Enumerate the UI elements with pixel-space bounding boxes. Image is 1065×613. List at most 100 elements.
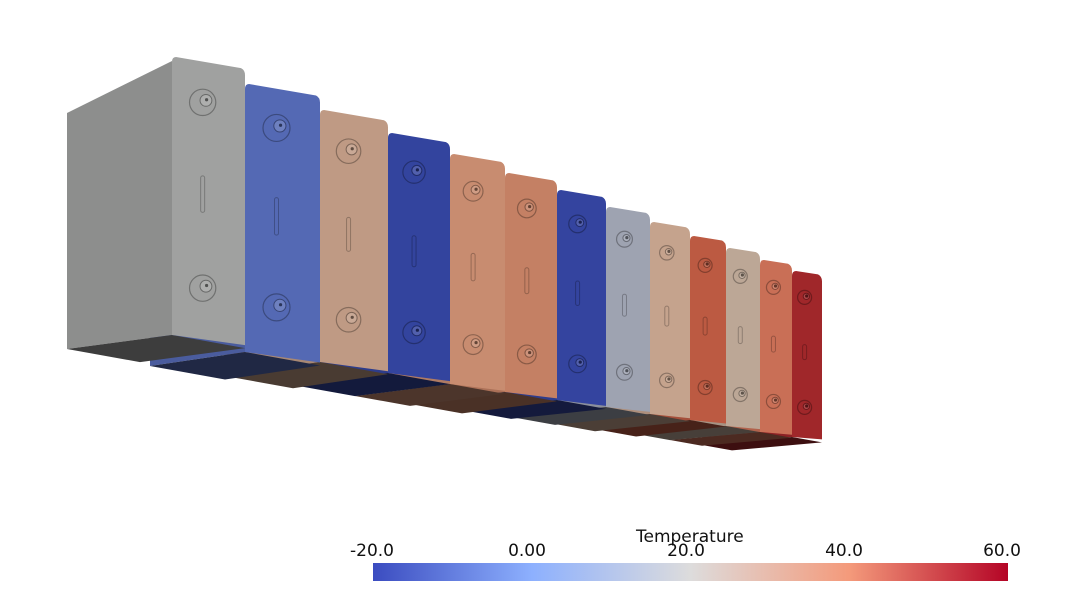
- terminal-dot: [350, 147, 354, 151]
- cell-front-face: [320, 110, 388, 372]
- terminal-icon: [796, 399, 813, 415]
- cell-bottom-face: [67, 335, 245, 363]
- cell-bottom-face: [600, 420, 726, 437]
- terminal-dot: [805, 294, 809, 298]
- colorbar-tick-label: -20.0: [350, 541, 394, 561]
- cell-bottom-face: [555, 414, 690, 432]
- vent-slot: [274, 197, 279, 236]
- cell-front-face: [726, 248, 760, 430]
- terminal-dot: [205, 283, 209, 288]
- cell-front-face: [388, 133, 450, 382]
- cell-bottom-face: [225, 362, 388, 389]
- cell-front-face: [760, 260, 792, 435]
- vent-slot: [200, 175, 206, 213]
- cell-front-face: [505, 173, 557, 399]
- terminal-icon: [335, 306, 362, 333]
- colorbar-tick-label: 20.0: [667, 541, 705, 561]
- colorbar-title: Temperature: [636, 527, 744, 547]
- terminal-icon: [516, 344, 537, 365]
- terminal-icon: [658, 245, 675, 261]
- cell-bottom-face: [355, 384, 505, 406]
- cell-bottom-face: [410, 392, 557, 414]
- vent-slot: [702, 316, 708, 336]
- terminal-dot: [773, 398, 778, 402]
- terminal-icon: [462, 334, 484, 356]
- terminal-dot: [474, 187, 478, 191]
- terminal-icon: [262, 293, 291, 322]
- terminal-icon: [658, 372, 675, 389]
- cell-bottom-face: [462, 400, 606, 419]
- terminal-dot: [415, 168, 419, 172]
- terminal-dot: [474, 341, 478, 345]
- cell-front-face: [650, 222, 690, 419]
- terminal-icon: [462, 180, 484, 202]
- vent-slot: [575, 280, 581, 306]
- terminal-dot: [278, 123, 283, 127]
- terminal-icon: [188, 274, 217, 302]
- terminal-dot: [528, 204, 532, 209]
- colorbar-tick-label: 0.00: [508, 541, 546, 561]
- cell-front-face: [450, 154, 505, 391]
- terminal-dot: [705, 384, 709, 388]
- terminal-dot: [350, 315, 354, 319]
- terminal-icon: [402, 160, 426, 184]
- terminal-dot: [205, 98, 209, 102]
- terminal-icon: [765, 279, 782, 295]
- cell-bottom-face: [511, 407, 650, 425]
- terminal-dot: [415, 328, 419, 332]
- vent-slot: [524, 267, 530, 295]
- colorbar-tick-label: 60.0: [983, 541, 1021, 561]
- terminal-icon: [732, 386, 748, 403]
- cell-front-face: [172, 57, 245, 346]
- vent-slot: [346, 216, 352, 252]
- terminal-icon: [697, 257, 713, 273]
- cell-bottom-face: [150, 352, 320, 380]
- terminal-icon: [568, 214, 588, 234]
- colorbar-tick-label: 40.0: [825, 541, 863, 561]
- vent-slot: [621, 293, 627, 317]
- terminal-icon: [796, 289, 813, 305]
- cell-front-face: [245, 84, 320, 363]
- terminal-icon: [765, 393, 782, 410]
- terminal-dot: [625, 236, 629, 240]
- cells-group: [67, 57, 822, 451]
- terminal-icon: [335, 138, 362, 165]
- terminal-dot: [740, 391, 744, 395]
- terminal-icon: [568, 354, 588, 374]
- terminal-dot: [278, 303, 283, 307]
- terminal-icon: [615, 363, 633, 381]
- terminal-dot: [667, 249, 671, 253]
- cell-bottom-face: [636, 426, 760, 441]
- terminal-icon: [516, 198, 537, 219]
- terminal-icon: [188, 88, 217, 117]
- terminal-dot: [773, 284, 778, 288]
- colorbar-gradient: [373, 563, 1008, 581]
- cell-bottom-face: [702, 437, 822, 451]
- cell-bottom-face: [293, 373, 450, 397]
- battery-cell[interactable]: [67, 57, 245, 363]
- terminal-dot: [805, 404, 809, 408]
- vent-slot: [664, 305, 670, 327]
- cell-front-face: [690, 236, 726, 424]
- terminal-dot: [740, 273, 744, 277]
- cell-front-face: [606, 207, 650, 412]
- terminal-dot: [705, 262, 709, 266]
- terminal-icon: [697, 379, 713, 396]
- cell-bottom-face: [670, 432, 792, 446]
- terminal-icon: [262, 113, 291, 143]
- vent-slot: [737, 326, 743, 345]
- terminal-dot: [578, 360, 582, 364]
- terminal-icon: [402, 320, 426, 345]
- cell-side-face: [67, 61, 172, 349]
- terminal-icon: [732, 268, 748, 284]
- vent-slot: [411, 235, 417, 268]
- terminal-dot: [578, 220, 582, 224]
- terminal-icon: [615, 230, 633, 248]
- terminal-dot: [528, 350, 532, 355]
- cell-front-face: [557, 190, 606, 406]
- terminal-dot: [625, 369, 629, 373]
- vent-slot: [802, 344, 808, 361]
